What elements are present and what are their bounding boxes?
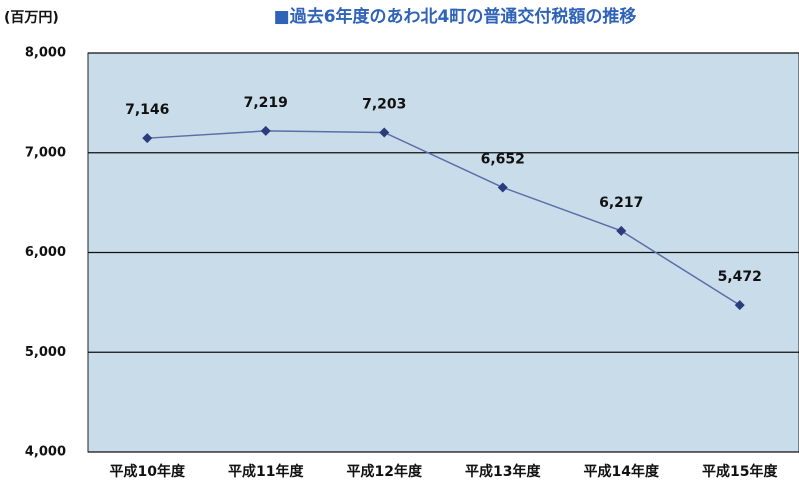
- data-label: 7,219: [244, 95, 288, 111]
- data-point: [260, 125, 271, 136]
- y-axis-unit: (百万円): [4, 10, 59, 26]
- data-point: [616, 225, 627, 236]
- y-tick-label: 4,000: [25, 445, 66, 460]
- data-label: 7,203: [362, 97, 406, 113]
- data-point: [734, 300, 745, 311]
- y-tick-label: 8,000: [25, 46, 66, 61]
- data-point: [497, 182, 508, 193]
- data-label: 7,146: [125, 102, 169, 118]
- data-label: 5,472: [718, 269, 762, 285]
- data-label: 6,652: [481, 151, 525, 167]
- x-tick-label: 平成10年度: [110, 463, 186, 480]
- x-tick-label: 平成15年度: [702, 463, 778, 480]
- data-label: 6,217: [599, 195, 643, 211]
- series-line: [147, 130, 741, 306]
- x-tick-label: 平成13年度: [465, 463, 541, 480]
- chart-title: ■過去6年度のあわ北4町の普通交付税額の推移: [274, 6, 637, 27]
- x-tick-label: 平成12年度: [347, 463, 423, 480]
- x-tick-label: 平成11年度: [228, 463, 304, 480]
- y-tick-label: 6,000: [25, 245, 66, 260]
- data-point: [142, 133, 153, 144]
- y-tick-label: 5,000: [25, 345, 66, 360]
- y-tick-label: 7,000: [25, 145, 66, 160]
- data-point: [379, 127, 390, 138]
- x-tick-label: 平成14年度: [584, 463, 660, 480]
